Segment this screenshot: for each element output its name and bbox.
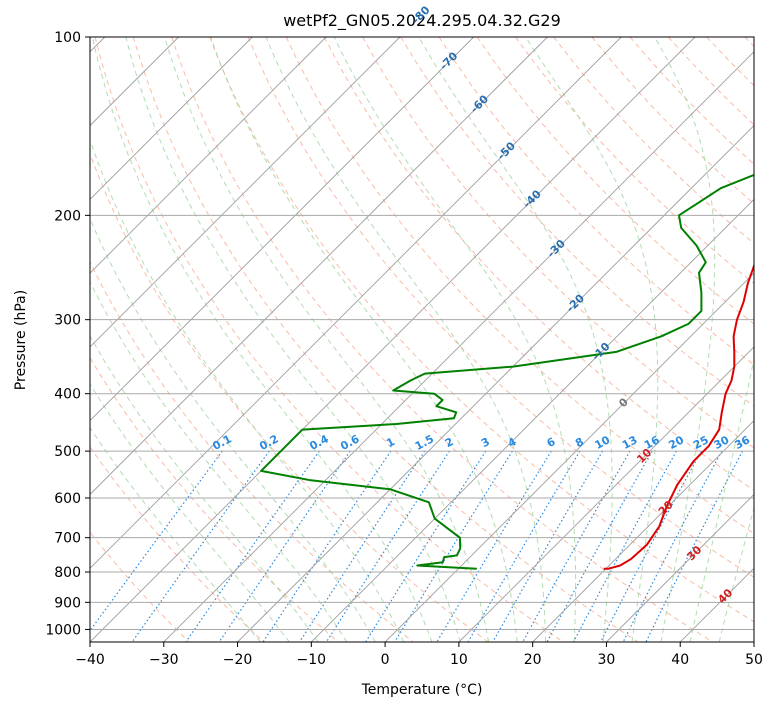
isotherm-line: [90, 37, 401, 348]
mixing-ratio-line: [600, 450, 702, 642]
y-tick-label: 100: [54, 30, 81, 46]
y-tick-label: 200: [54, 208, 81, 224]
mixing-ratio-line: [546, 450, 653, 642]
dry-adiabat-line: [247, 37, 754, 578]
sounding-series: [260, 173, 754, 570]
isotherm-line: [532, 420, 754, 642]
y-tick-label: 900: [54, 595, 81, 611]
dry-adiabat-line: [90, 446, 265, 642]
x-tick-label: 50: [745, 652, 763, 668]
dry-adiabat-line: [132, 37, 639, 642]
moist-adiabat-line: [654, 37, 716, 642]
x-axis-label: Temperature (°C): [361, 682, 483, 698]
moist-adiabat-line: [333, 37, 577, 642]
moist-adiabat-line: [90, 217, 376, 642]
moist-adiabat-line: [125, 37, 461, 642]
moist-adiabat-line: [418, 37, 613, 642]
plot-border: [89, 36, 755, 643]
mixing-ratio-line: [645, 450, 744, 642]
moist-adiabat-line: [90, 335, 319, 642]
isotherm-line: [90, 37, 622, 569]
y-tick-label: 400: [54, 387, 81, 403]
x-tick-label: −10: [297, 652, 327, 668]
mixing-ratio-line: [572, 450, 677, 642]
isotherms: [90, 37, 754, 642]
mixing-ratio-line: [492, 450, 604, 642]
dewpoint-profile-line: [260, 173, 754, 570]
isotherm-line: [237, 124, 754, 642]
y-tick-label: 500: [54, 444, 81, 460]
isotherm-line: [90, 37, 474, 422]
isotherm-line: [90, 37, 548, 496]
moist-adiabat-line: [164, 37, 490, 642]
dry-adiabat-line: [171, 37, 713, 642]
mixing-ratio-line: [218, 450, 351, 642]
mixing-ratio-label: 25: [691, 433, 711, 452]
moist-adiabat-line: [92, 37, 433, 642]
plot-area: [90, 37, 754, 642]
mixing-ratio-label: 30: [712, 433, 732, 452]
dry-adiabat-line: [438, 37, 754, 366]
y-tick-label: 700: [54, 531, 81, 547]
x-tick-label: 20: [524, 652, 542, 668]
y-axis-label: Pressure (hPa): [13, 290, 29, 390]
x-tick-label: −30: [149, 652, 179, 668]
x-tick-label: 40: [671, 652, 689, 668]
plot-frame: [89, 36, 755, 643]
moist-adiabat-line: [90, 137, 405, 642]
x-tick-label: −20: [223, 652, 253, 668]
mixing-ratio-label: 13: [620, 433, 640, 452]
moist-adiabat-line: [210, 37, 518, 642]
mixing-ratio-line: [622, 450, 723, 642]
x-tick-label: −40: [75, 652, 105, 668]
isotherm-line: [90, 37, 327, 274]
dry-adiabat-line: [400, 37, 754, 407]
moist-adiabat-line: [90, 426, 261, 642]
y-tick-label: 300: [54, 313, 81, 329]
plot-background: [90, 37, 754, 642]
dry-adiabat-line: [323, 37, 754, 491]
y-tick-label: 1000: [45, 622, 81, 638]
moist-adiabat-line: [90, 383, 290, 642]
isotherm-line: [458, 346, 754, 642]
mixing-ratio-line: [90, 450, 223, 632]
x-tick-label: 10: [450, 652, 468, 668]
temperature-profile-line: [603, 262, 754, 570]
mixing-ratio-label: 10: [593, 433, 613, 452]
isotherm-line: [606, 493, 754, 642]
y-axis-ticks: 100 200 300 400 500 600 700 800 900 1000: [45, 30, 90, 638]
dry-adiabat-line: [209, 37, 754, 623]
isotherm-line: [311, 198, 754, 642]
x-axis-ticks: −40 −30 −20 −10 0 10 20 30 40 50: [75, 642, 763, 668]
chart-title: wetPf2_GN05.2024.295.04.32.G29: [283, 11, 561, 31]
x-tick-label: 0: [381, 652, 390, 668]
moist-adiabats: [90, 37, 754, 642]
mixing-ratio-line: [522, 450, 631, 642]
mixing-ratio-line: [185, 450, 320, 642]
x-tick-label: 30: [598, 652, 616, 668]
isotherm-line: [90, 37, 696, 642]
y-tick-label: 800: [54, 565, 81, 581]
isotherm-line: [90, 37, 253, 200]
mixing-ratio-label: 16: [642, 433, 662, 452]
mixing-ratio-line: [262, 450, 392, 642]
isotherm-line: [753, 641, 754, 642]
mixing-ratio-label: 36: [732, 433, 752, 452]
isotherm-line: [384, 272, 754, 642]
dry-adiabat-line: [90, 152, 489, 642]
moist-adiabat-line: [525, 37, 659, 642]
isotherm-line: [163, 51, 754, 642]
dry-adiabat-line: [90, 356, 339, 642]
y-tick-label: 600: [54, 491, 81, 507]
moist-adiabat-line: [265, 37, 547, 642]
mixing-ratio-label: 20: [666, 433, 686, 452]
mixing-ratio-line: [299, 450, 426, 642]
dry-adiabat-line: [362, 37, 754, 449]
